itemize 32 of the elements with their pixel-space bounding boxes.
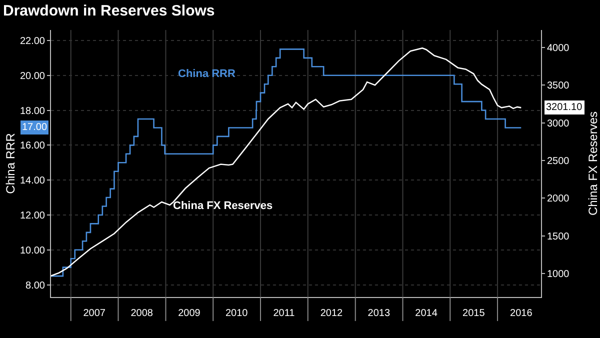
x-tick-label: 2008 bbox=[130, 308, 154, 319]
x-tick-label: 2016 bbox=[510, 308, 533, 319]
x-tick-label: 2009 bbox=[178, 308, 201, 319]
x-tick-label: 2007 bbox=[83, 308, 106, 319]
x-tick-label: 2015 bbox=[462, 308, 486, 319]
series-label: China FX Reserves bbox=[173, 200, 273, 212]
y2-tick-label: 4000 bbox=[547, 42, 570, 54]
y-tick-label: 8.00 bbox=[26, 280, 46, 292]
x-tick-label: 2013 bbox=[368, 308, 390, 319]
chart-title: Drawdown in Reserves Slows bbox=[3, 2, 215, 20]
y-tick-label: 16.00 bbox=[20, 140, 46, 152]
y-tick-label: 18.00 bbox=[20, 106, 46, 117]
y2-tick-label: 2000 bbox=[547, 194, 570, 205]
x-tick-label: 2011 bbox=[273, 308, 296, 319]
y-axis-title: China RRR bbox=[3, 132, 18, 194]
y-tick-label: 10.00 bbox=[20, 245, 46, 256]
y2-tick-label: 2500 bbox=[547, 156, 570, 167]
y-tick-label: 14.00 bbox=[20, 176, 46, 187]
y2-tick-label: 3500 bbox=[547, 80, 570, 92]
y2-tick-label: 3000 bbox=[547, 118, 570, 130]
y2-axis-title: China FX Reserves bbox=[586, 111, 600, 216]
y2-tick-label: 1500 bbox=[547, 231, 570, 242]
x-tick-label: 2010 bbox=[225, 308, 248, 319]
y-tick-label: 12.00 bbox=[20, 210, 46, 222]
x-tick-label: 2014 bbox=[415, 308, 438, 319]
y2-tick-label: 1000 bbox=[547, 269, 570, 280]
text: 17.00 bbox=[22, 122, 48, 133]
y-tick-label: 22.00 bbox=[20, 36, 46, 47]
text: 3201.10 bbox=[546, 102, 583, 113]
x-tick-label: 2012 bbox=[320, 308, 344, 319]
text: China RRR bbox=[178, 68, 236, 80]
y-tick-label: 20.00 bbox=[20, 70, 46, 82]
